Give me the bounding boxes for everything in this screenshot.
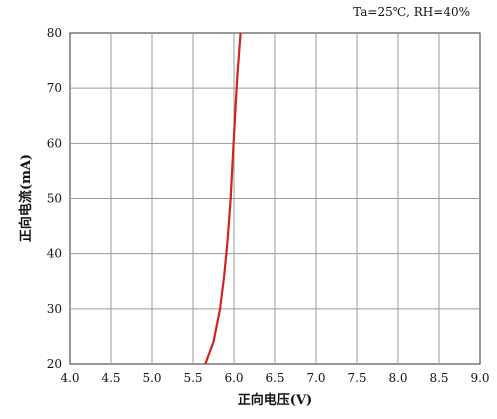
y-tick-label: 20: [47, 357, 62, 371]
x-tick-label: 9.0: [470, 371, 489, 385]
x-tick-label: 6.5: [265, 371, 284, 385]
y-tick-label: 80: [47, 26, 62, 40]
tick-labels: 4.0 4.5 5.0 5.5 6.0 6.5 7.0 7.5 8.0 8.5 9.0 20 30 40 5…: [47, 26, 490, 385]
x-tick-label: 5.5: [183, 371, 202, 385]
y-tick-label: 50: [47, 192, 62, 206]
x-tick-label: 5.0: [142, 371, 161, 385]
x-tick-label: 8.5: [429, 371, 448, 385]
y-tick-label: 60: [47, 136, 62, 150]
y-axis-title: 正向电流(mA): [18, 154, 34, 242]
grid-lines: [70, 33, 480, 364]
x-tick-label: 4.0: [60, 371, 79, 385]
x-tick-label: 4.5: [101, 371, 120, 385]
y-tick-label: 40: [47, 247, 62, 261]
annotation-conditions: Ta=25℃, RH=40%: [353, 5, 470, 19]
series-line: [204, 32, 242, 365]
series-layer: [204, 32, 242, 365]
x-tick-label: 8.0: [388, 371, 407, 385]
x-tick-label: 7.5: [347, 371, 366, 385]
x-tick-label: 7.0: [306, 371, 325, 385]
x-axis-title: 正向电压(V): [238, 392, 312, 408]
y-tick-label: 30: [47, 302, 62, 316]
y-tick-label: 70: [47, 81, 62, 95]
x-tick-label: 6.0: [224, 371, 243, 385]
